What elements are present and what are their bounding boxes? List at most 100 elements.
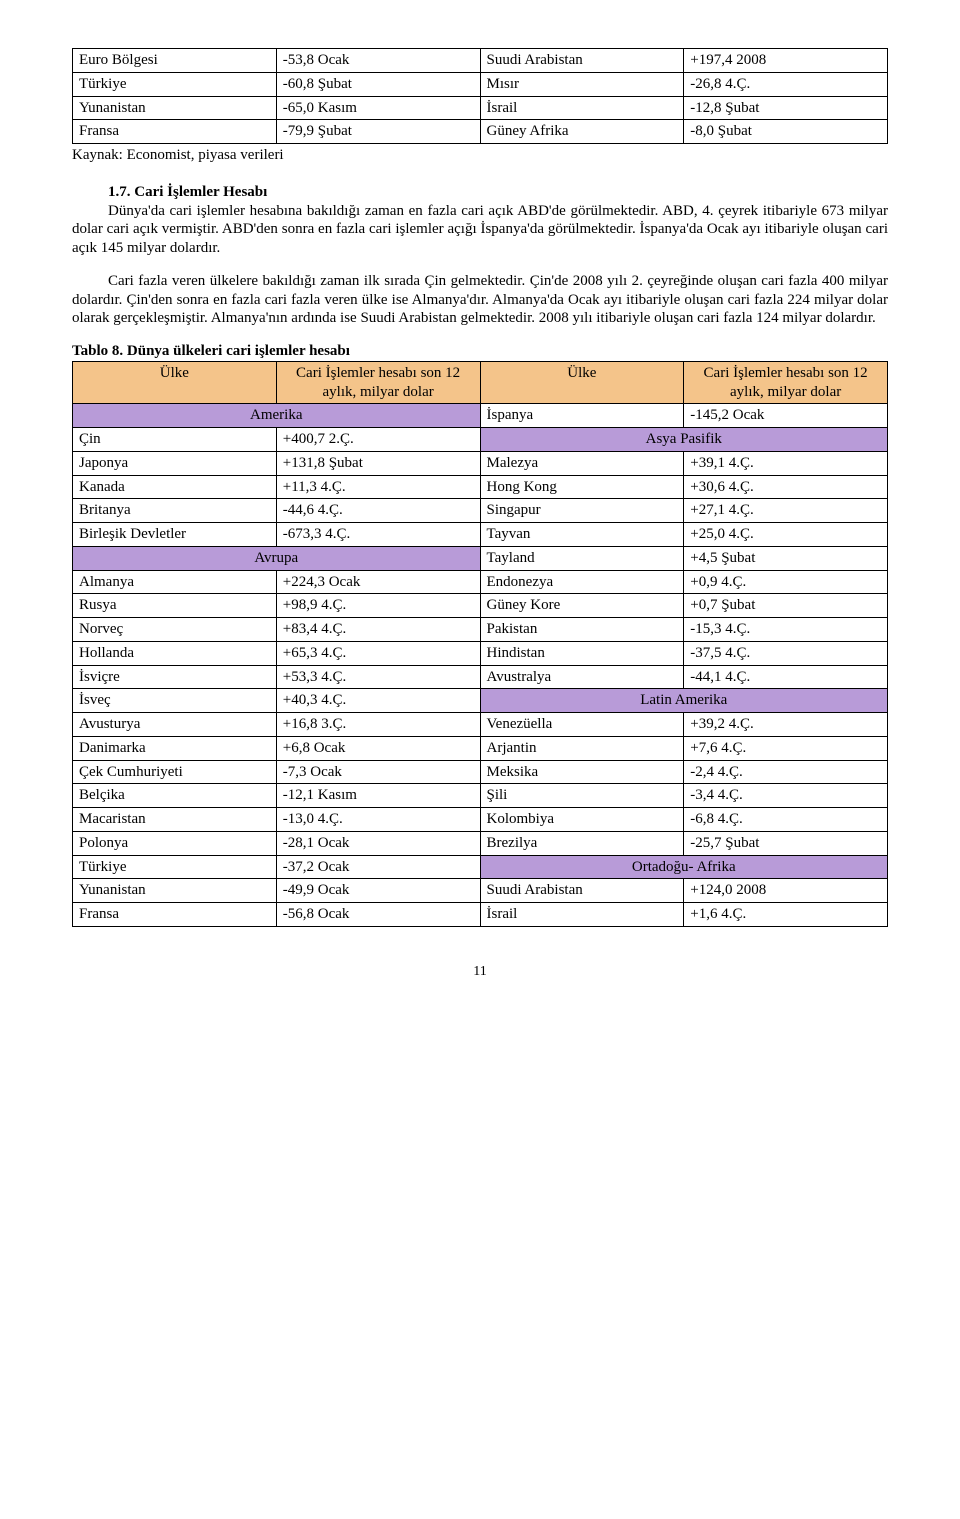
table-cell: -145,2 Ocak <box>684 404 888 428</box>
table-cell: İspanya <box>480 404 684 428</box>
table-cell: +0,9 4.Ç. <box>684 570 888 594</box>
table-cell: Macaristan <box>73 808 277 832</box>
table-row: Avusturya+16,8 3.Ç.Venezüella+39,2 4.Ç. <box>73 713 888 737</box>
page-number: 11 <box>72 963 888 981</box>
table-cell: Güney Afrika <box>480 120 684 144</box>
table8-caption-text: Tablo 8. Dünya ülkeleri cari işlemler he… <box>72 343 350 359</box>
table-cell: -8,0 Şubat <box>684 120 888 144</box>
table-cell: Avustralya <box>480 665 684 689</box>
table-row: Macaristan-13,0 4.Ç.Kolombiya-6,8 4.Ç. <box>73 808 888 832</box>
table-row: Fransa-79,9 ŞubatGüney Afrika-8,0 Şubat <box>73 120 888 144</box>
table-row: Japonya+131,8 ŞubatMalezya+39,1 4.Ç. <box>73 451 888 475</box>
table8: ÜlkeCari İşlemler hesabı son 12 aylık, m… <box>72 361 888 927</box>
table-cell: Çek Cumhuriyeti <box>73 760 277 784</box>
paragraph-1: Dünya'da cari işlemler hesabına bakıldığ… <box>72 202 888 258</box>
table-cell: +11,3 4.Ç. <box>276 475 480 499</box>
table8-caption: Tablo 8. Dünya ülkeleri cari işlemler he… <box>72 342 888 361</box>
table-cell: +39,1 4.Ç. <box>684 451 888 475</box>
table-cell: +25,0 4.Ç. <box>684 523 888 547</box>
table-row: Norveç+83,4 4.Ç.Pakistan-15,3 4.Ç. <box>73 618 888 642</box>
table-cell: -56,8 Ocak <box>276 903 480 927</box>
table-header-cell: Cari İşlemler hesabı son 12 aylık, milya… <box>276 361 480 404</box>
table-row: Yunanistan-65,0 Kasımİsrail-12,8 Şubat <box>73 96 888 120</box>
table-cell: -13,0 4.Ç. <box>276 808 480 832</box>
table-cell: -12,8 Şubat <box>684 96 888 120</box>
table-cell: Endonezya <box>480 570 684 594</box>
table-section-cell: Asya Pasifik <box>480 428 888 452</box>
table-cell: Meksika <box>480 760 684 784</box>
table-row: Rusya+98,9 4.Ç.Güney Kore+0,7 Şubat <box>73 594 888 618</box>
table-row: Yunanistan-49,9 OcakSuudi Arabistan+124,… <box>73 879 888 903</box>
table-cell: -60,8 Şubat <box>276 72 480 96</box>
section-heading-block: 1.7. Cari İşlemler Hesabı Dünya'da cari … <box>72 183 888 258</box>
table-cell: İsrail <box>480 96 684 120</box>
table-cell: +400,7 2.Ç. <box>276 428 480 452</box>
table-cell: Singapur <box>480 499 684 523</box>
table-cell: Suudi Arabistan <box>480 49 684 73</box>
table-row: Çin+400,7 2.Ç.Asya Pasifik <box>73 428 888 452</box>
table-cell: Türkiye <box>73 855 277 879</box>
table-cell: -673,3 4.Ç. <box>276 523 480 547</box>
table-cell: Güney Kore <box>480 594 684 618</box>
table-cell: Yunanistan <box>73 96 277 120</box>
table-cell: Şili <box>480 784 684 808</box>
table-cell: İsviçre <box>73 665 277 689</box>
table-cell: +65,3 4.Ç. <box>276 641 480 665</box>
table-row: Kanada+11,3 4.Ç.Hong Kong+30,6 4.Ç. <box>73 475 888 499</box>
table-cell: +98,9 4.Ç. <box>276 594 480 618</box>
table-cell: İsveç <box>73 689 277 713</box>
table-cell: Malezya <box>480 451 684 475</box>
table-cell: Belçika <box>73 784 277 808</box>
table-cell: Çin <box>73 428 277 452</box>
table-cell: +83,4 4.Ç. <box>276 618 480 642</box>
table-header-cell: Ülke <box>73 361 277 404</box>
table-row: Türkiye-60,8 ŞubatMısır-26,8 4.Ç. <box>73 72 888 96</box>
table-cell: Tayland <box>480 546 684 570</box>
table-cell: +40,3 4.Ç. <box>276 689 480 713</box>
table-cell: Tayvan <box>480 523 684 547</box>
table-cell: Rusya <box>73 594 277 618</box>
table-cell: -15,3 4.Ç. <box>684 618 888 642</box>
table-prev-continuation: Euro Bölgesi-53,8 OcakSuudi Arabistan+19… <box>72 48 888 144</box>
table-cell: Türkiye <box>73 72 277 96</box>
table-cell: Danimarka <box>73 736 277 760</box>
table-cell: -26,8 4.Ç. <box>684 72 888 96</box>
table-row: Hollanda+65,3 4.Ç.Hindistan-37,5 4.Ç. <box>73 641 888 665</box>
table-cell: Norveç <box>73 618 277 642</box>
table-row: Belçika-12,1 KasımŞili-3,4 4.Ç. <box>73 784 888 808</box>
table-cell: Kolombiya <box>480 808 684 832</box>
table-row: Britanya-44,6 4.Ç.Singapur+27,1 4.Ç. <box>73 499 888 523</box>
table-cell: -3,4 4.Ç. <box>684 784 888 808</box>
table-cell: +124,0 2008 <box>684 879 888 903</box>
table-row: İsviçre+53,3 4.Ç.Avustralya-44,1 4.Ç. <box>73 665 888 689</box>
table-row: İsveç+40,3 4.Ç.Latin Amerika <box>73 689 888 713</box>
table-header-cell: Cari İşlemler hesabı son 12 aylık, milya… <box>684 361 888 404</box>
table-cell: -49,9 Ocak <box>276 879 480 903</box>
table-section-cell: Ortadoğu- Afrika <box>480 855 888 879</box>
table-section-cell: Latin Amerika <box>480 689 888 713</box>
table-cell: Polonya <box>73 831 277 855</box>
table-cell: +0,7 Şubat <box>684 594 888 618</box>
table-cell: -7,3 Ocak <box>276 760 480 784</box>
table-cell: Japonya <box>73 451 277 475</box>
table-cell: +1,6 4.Ç. <box>684 903 888 927</box>
table-source: Kaynak: Economist, piyasa verileri <box>72 146 888 165</box>
table-cell: +197,4 2008 <box>684 49 888 73</box>
table-cell: -37,5 4.Ç. <box>684 641 888 665</box>
table-cell: Yunanistan <box>73 879 277 903</box>
table-cell: Euro Bölgesi <box>73 49 277 73</box>
table-cell: Fransa <box>73 120 277 144</box>
table-cell: +39,2 4.Ç. <box>684 713 888 737</box>
table-cell: -2,4 4.Ç. <box>684 760 888 784</box>
table-cell: +16,8 3.Ç. <box>276 713 480 737</box>
table-cell: Kanada <box>73 475 277 499</box>
table-cell: -44,1 4.Ç. <box>684 665 888 689</box>
table-cell: Avusturya <box>73 713 277 737</box>
table-cell: İsrail <box>480 903 684 927</box>
table-cell: +4,5 Şubat <box>684 546 888 570</box>
table-cell: -44,6 4.Ç. <box>276 499 480 523</box>
table-cell: Hong Kong <box>480 475 684 499</box>
table-cell: Birleşik Devletler <box>73 523 277 547</box>
table-cell: +53,3 4.Ç. <box>276 665 480 689</box>
table-cell: +6,8 Ocak <box>276 736 480 760</box>
